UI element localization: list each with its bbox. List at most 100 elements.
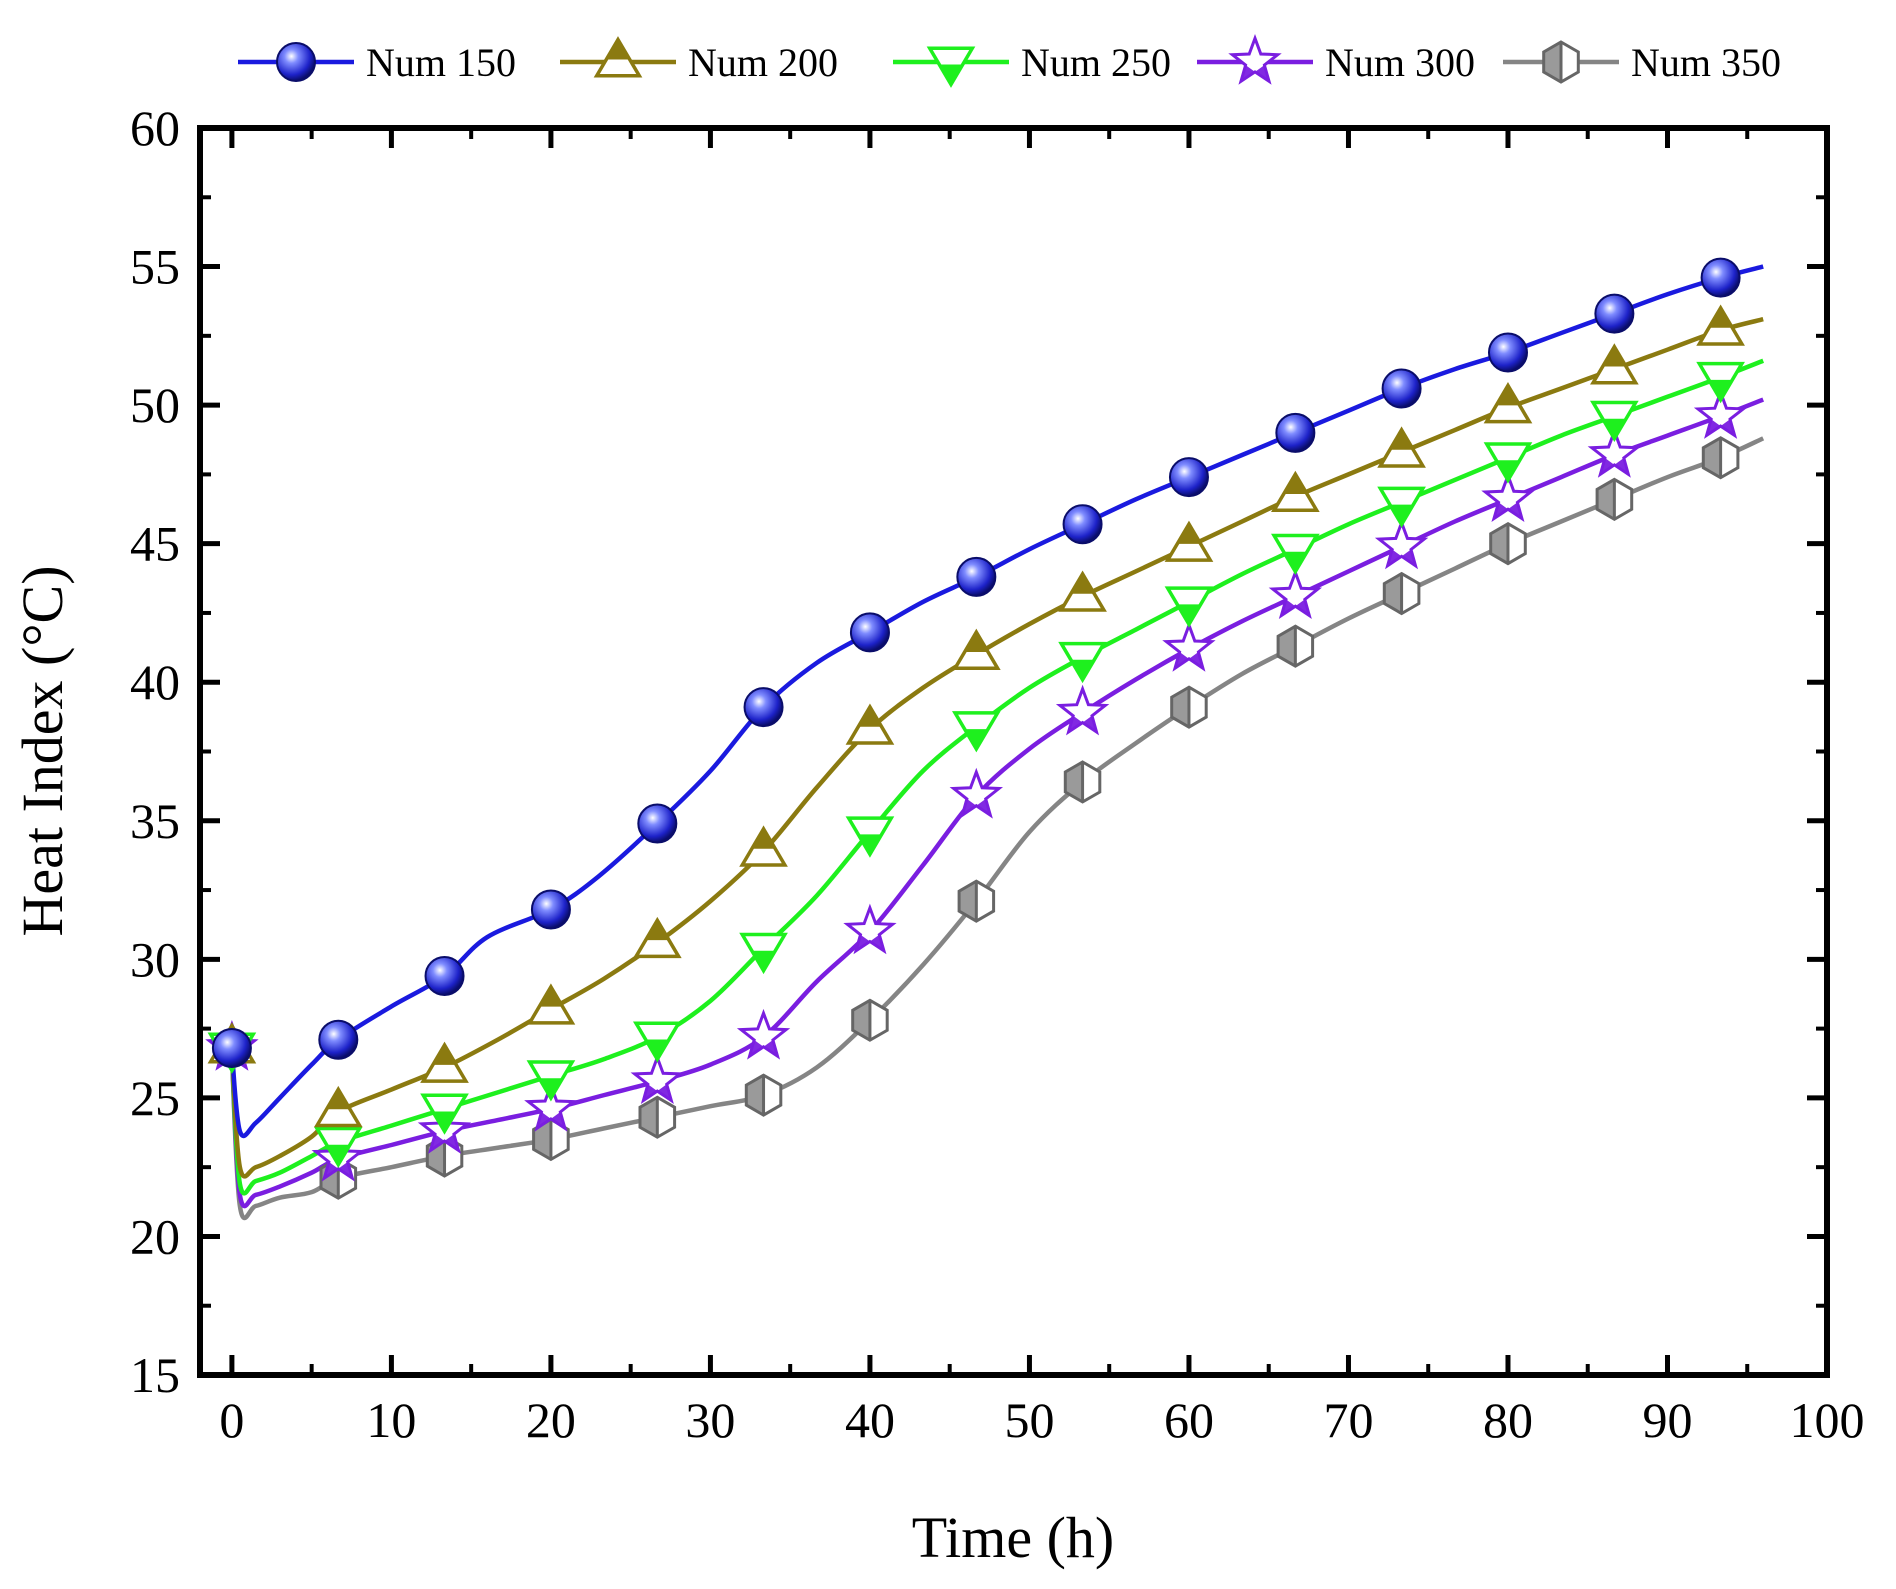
legend-entry: Num 200 (560, 36, 838, 85)
legend-label: Num 150 (366, 40, 516, 85)
x-tick-label: 70 (1323, 1392, 1373, 1448)
x-tick-label: 60 (1164, 1392, 1214, 1448)
data-point (1489, 521, 1527, 566)
y-tick-label: 25 (130, 1070, 180, 1126)
axis-ticks (200, 125, 1830, 1378)
legend-marker (1228, 33, 1282, 85)
data-point (1276, 624, 1315, 668)
x-tick-labels: 0 10 20 30 40 50 60 70 80 90 100 (219, 1392, 1864, 1448)
data-point (1162, 620, 1216, 672)
data-point (1701, 436, 1740, 480)
legend-entry: Num 150 (238, 40, 516, 85)
data-point (1168, 457, 1209, 498)
data-point (1164, 520, 1214, 562)
legend-label: Num 350 (1631, 40, 1781, 85)
data-point (1481, 471, 1535, 523)
data-point (630, 1053, 685, 1105)
data-point (1693, 388, 1748, 439)
legend-entry: Num 300 (1197, 33, 1475, 85)
data-point (313, 1085, 363, 1128)
data-point (530, 889, 571, 930)
legend-label: Num 250 (1021, 40, 1171, 85)
legend-marker (276, 42, 316, 82)
data-point (744, 1073, 783, 1117)
data-point (739, 932, 788, 975)
data-point (1590, 400, 1639, 443)
y-tick-label: 30 (130, 931, 180, 987)
data-point (736, 1008, 791, 1060)
y-tick-label: 50 (130, 377, 180, 433)
data-point (313, 1126, 363, 1169)
x-tick-label: 10 (366, 1392, 416, 1448)
legend: Num 150 Num 200 Num 250 Num 300 Num 350 (238, 33, 1781, 88)
data-point (632, 1021, 682, 1063)
data-point (1696, 361, 1745, 404)
data-point (1268, 568, 1322, 620)
data-point (1483, 382, 1533, 424)
data-point (743, 687, 784, 728)
data-point (1055, 684, 1110, 736)
data-point (851, 998, 889, 1042)
data-point (951, 711, 1001, 753)
data-point (637, 803, 678, 844)
y-tick-labels: 15 20 25 30 35 40 45 50 55 60 (130, 100, 180, 1403)
data-point (845, 703, 895, 745)
x-tick-label: 90 (1642, 1392, 1692, 1448)
data-point (420, 1041, 469, 1083)
data-point (1275, 412, 1316, 453)
legend-marker (593, 36, 643, 78)
data-point (957, 879, 996, 923)
data-point (956, 556, 997, 597)
data-point (1595, 477, 1634, 522)
data-point (1382, 571, 1421, 616)
y-tick-label: 55 (130, 239, 180, 295)
data-point (845, 816, 895, 858)
data-point (1058, 570, 1107, 612)
data-point (1271, 533, 1320, 576)
data-point (1063, 760, 1102, 804)
data-point (951, 628, 1001, 670)
data-point (843, 903, 897, 955)
data-point (1058, 641, 1107, 684)
x-tick-label: 50 (1004, 1392, 1054, 1448)
data-point (1381, 368, 1422, 409)
data-point (526, 983, 576, 1025)
data-point (424, 955, 465, 996)
data-point (638, 1095, 677, 1139)
data-point (318, 1019, 359, 1060)
x-tick-label: 30 (685, 1392, 735, 1448)
plot-frame (197, 125, 1830, 1378)
series-line (229, 397, 1765, 1209)
data-point (532, 1117, 570, 1162)
x-tick-label: 100 (1790, 1392, 1865, 1448)
data-point (739, 825, 788, 867)
data-point (1587, 426, 1642, 478)
legend-label: Num 200 (688, 40, 838, 85)
data-point (1594, 293, 1635, 334)
legend-entry: Num 350 (1503, 40, 1781, 85)
y-tick-label: 40 (130, 654, 180, 710)
data-point (632, 916, 682, 959)
y-tick-label: 45 (130, 516, 180, 572)
data-point (1170, 685, 1208, 729)
data-point (1062, 504, 1103, 545)
data-point (1377, 486, 1426, 528)
legend-label: Num 300 (1325, 40, 1475, 85)
legend-marker (1542, 40, 1580, 84)
data-point (211, 1028, 252, 1069)
x-tick-label: 20 (526, 1392, 576, 1448)
data-point (526, 1060, 576, 1102)
data-point (1377, 426, 1426, 468)
data-point (1483, 442, 1533, 484)
data-point (1164, 586, 1214, 628)
data-point (1696, 304, 1745, 346)
y-tick-label: 15 (130, 1347, 180, 1403)
x-axis-title: Time (h) (912, 1505, 1115, 1570)
data-point (1487, 332, 1528, 373)
legend-marker (926, 46, 976, 88)
x-tick-label: 80 (1483, 1392, 1533, 1448)
series-markers (205, 257, 1748, 1200)
y-axis-title: Heat Index (°C) (10, 565, 75, 936)
data-point (524, 1080, 578, 1132)
